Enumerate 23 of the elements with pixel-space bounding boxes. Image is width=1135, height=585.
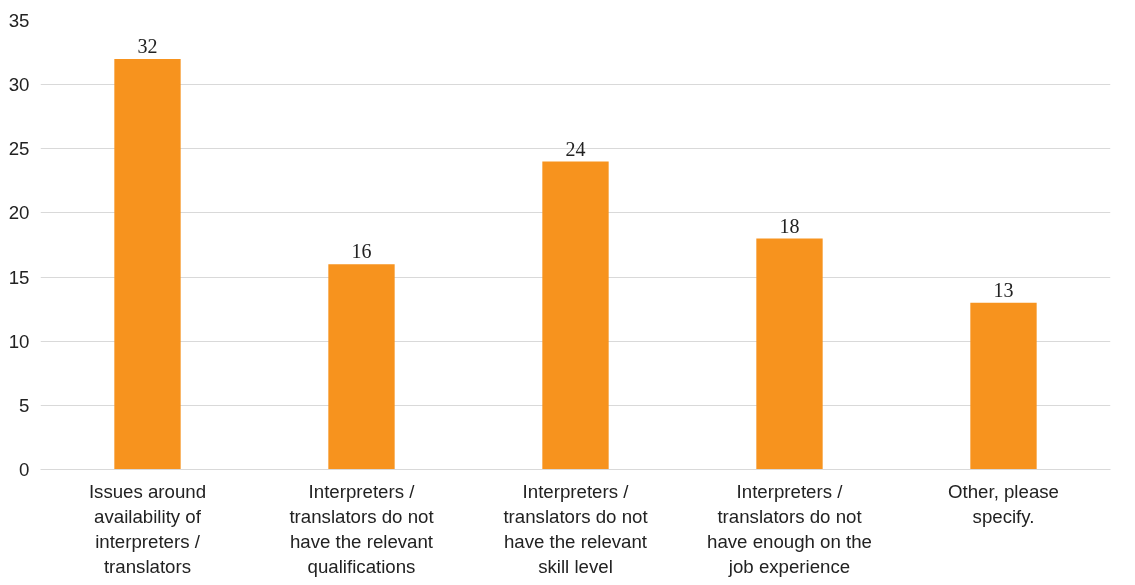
y-tick-label: 0 — [19, 459, 30, 480]
y-tick-label: 30 — [8, 74, 30, 96]
y-tick-label: 20 — [8, 202, 30, 224]
x-tick-label: Interpreters / translators do not have the relevant skill level — [503, 480, 649, 578]
y-tick-label: 35 — [8, 10, 30, 31]
y-tick-label: 15 — [8, 266, 30, 288]
bar — [756, 238, 823, 470]
y-tick-label: 10 — [8, 330, 30, 352]
x-tick-label: Issues around availability of interpreters / translators — [88, 480, 207, 578]
data-label: 32 — [137, 34, 158, 57]
y-tick-label: 5 — [19, 394, 30, 416]
data-label: 13 — [993, 278, 1014, 301]
x-tick-label: Interpreters / translators do not have the relevant qualifications — [289, 480, 435, 578]
bar — [114, 58, 181, 470]
data-label: 24 — [565, 137, 586, 160]
x-tick-label: Other, please specify. — [948, 480, 1059, 527]
bar — [542, 161, 609, 470]
bar — [328, 264, 395, 470]
y-tick-label: 25 — [8, 138, 30, 160]
x-tick-label: Interpreters / translators do not have enough on the job experience — [707, 480, 872, 578]
data-label: 16 — [351, 240, 372, 263]
bar — [970, 302, 1037, 470]
data-label: 18 — [779, 214, 800, 237]
